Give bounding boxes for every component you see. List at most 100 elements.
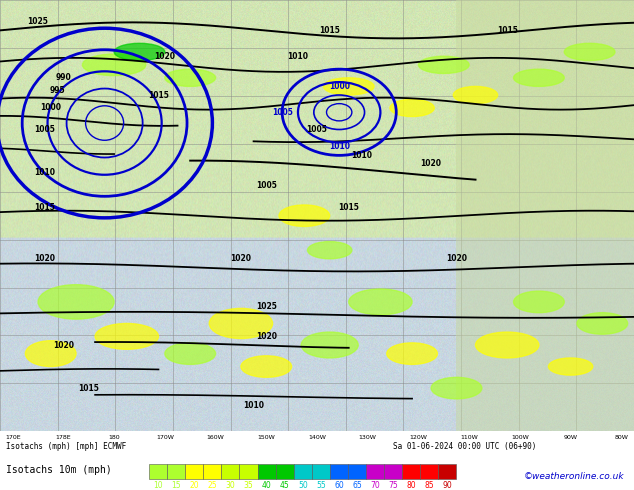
Bar bbox=[312, 465, 330, 479]
Ellipse shape bbox=[38, 285, 114, 319]
Text: 30: 30 bbox=[226, 481, 235, 490]
Bar bbox=[204, 465, 221, 479]
Text: 1005: 1005 bbox=[34, 125, 55, 134]
Ellipse shape bbox=[418, 56, 469, 74]
Text: 1010: 1010 bbox=[243, 401, 264, 410]
Text: Sa 01-06-2024 00:00 UTC (06+90): Sa 01-06-2024 00:00 UTC (06+90) bbox=[393, 442, 536, 451]
Text: 1015: 1015 bbox=[79, 384, 99, 392]
Bar bbox=[366, 465, 384, 479]
Ellipse shape bbox=[165, 343, 216, 365]
Bar bbox=[402, 465, 420, 479]
Bar bbox=[167, 465, 185, 479]
Text: 1005: 1005 bbox=[272, 108, 292, 117]
Text: 1020: 1020 bbox=[34, 254, 55, 263]
Ellipse shape bbox=[25, 341, 76, 367]
Text: 1015: 1015 bbox=[148, 91, 169, 99]
Ellipse shape bbox=[577, 313, 628, 334]
Text: 35: 35 bbox=[243, 481, 254, 490]
Text: 1015: 1015 bbox=[339, 202, 359, 212]
Text: 1025: 1025 bbox=[256, 302, 276, 311]
Text: 40: 40 bbox=[262, 481, 271, 490]
Text: ©weatheronline.co.uk: ©weatheronline.co.uk bbox=[524, 472, 624, 481]
Ellipse shape bbox=[431, 377, 482, 399]
Text: 1020: 1020 bbox=[446, 254, 467, 263]
Bar bbox=[240, 465, 257, 479]
Ellipse shape bbox=[476, 332, 539, 358]
Text: 110W: 110W bbox=[460, 435, 478, 440]
Text: 70: 70 bbox=[370, 481, 380, 490]
Ellipse shape bbox=[241, 356, 292, 377]
Text: 130W: 130W bbox=[359, 435, 377, 440]
Text: 85: 85 bbox=[425, 481, 434, 490]
Bar bbox=[221, 465, 240, 479]
Text: Isotachs (mph) [mph] ECMWF: Isotachs (mph) [mph] ECMWF bbox=[6, 442, 127, 451]
Text: 990: 990 bbox=[56, 74, 71, 82]
Text: 100W: 100W bbox=[511, 435, 529, 440]
Ellipse shape bbox=[390, 99, 434, 117]
Text: 180: 180 bbox=[108, 435, 120, 440]
Bar bbox=[384, 465, 402, 479]
Text: 120W: 120W bbox=[410, 435, 427, 440]
Text: 1025: 1025 bbox=[28, 17, 48, 26]
Text: 45: 45 bbox=[280, 481, 290, 490]
Bar bbox=[420, 465, 438, 479]
Text: 140W: 140W bbox=[308, 435, 326, 440]
Text: 1020: 1020 bbox=[53, 341, 74, 349]
Text: 170W: 170W bbox=[156, 435, 174, 440]
Text: 1015: 1015 bbox=[320, 26, 340, 35]
Text: 10: 10 bbox=[153, 481, 163, 490]
Text: 90W: 90W bbox=[564, 435, 578, 440]
Text: 1010: 1010 bbox=[328, 142, 350, 151]
Bar bbox=[456, 0, 634, 431]
Ellipse shape bbox=[323, 78, 374, 95]
Ellipse shape bbox=[279, 205, 330, 226]
Ellipse shape bbox=[301, 332, 358, 358]
Text: 1005: 1005 bbox=[256, 181, 276, 190]
Ellipse shape bbox=[165, 69, 216, 86]
Text: 995: 995 bbox=[49, 86, 65, 95]
Text: 170E: 170E bbox=[5, 435, 20, 440]
Bar bbox=[348, 465, 366, 479]
Ellipse shape bbox=[209, 308, 273, 339]
Text: 1000: 1000 bbox=[328, 82, 350, 91]
Text: 15: 15 bbox=[171, 481, 181, 490]
Bar bbox=[257, 465, 276, 479]
Ellipse shape bbox=[564, 43, 615, 61]
Text: 1005: 1005 bbox=[307, 125, 327, 134]
Text: 160W: 160W bbox=[207, 435, 224, 440]
Text: 1020: 1020 bbox=[154, 52, 176, 61]
Text: Isotachs 10m (mph): Isotachs 10m (mph) bbox=[6, 465, 112, 475]
Ellipse shape bbox=[114, 43, 165, 61]
Text: 1020: 1020 bbox=[256, 332, 277, 341]
Text: 1020: 1020 bbox=[420, 159, 442, 169]
Ellipse shape bbox=[514, 69, 564, 86]
Bar bbox=[149, 465, 167, 479]
Text: 178E: 178E bbox=[56, 435, 71, 440]
Ellipse shape bbox=[307, 242, 352, 259]
Text: 75: 75 bbox=[388, 481, 398, 490]
Ellipse shape bbox=[453, 86, 498, 104]
Ellipse shape bbox=[82, 54, 146, 75]
Text: 50: 50 bbox=[298, 481, 307, 490]
Text: 1015: 1015 bbox=[34, 202, 55, 212]
Text: 20: 20 bbox=[190, 481, 199, 490]
Text: 55: 55 bbox=[316, 481, 326, 490]
Ellipse shape bbox=[387, 343, 437, 365]
Ellipse shape bbox=[548, 358, 593, 375]
Text: 1010: 1010 bbox=[287, 52, 309, 61]
Text: 1020: 1020 bbox=[230, 254, 252, 263]
Text: 65: 65 bbox=[352, 481, 362, 490]
Bar bbox=[438, 465, 456, 479]
Text: 60: 60 bbox=[334, 481, 344, 490]
Text: 1000: 1000 bbox=[40, 103, 61, 112]
Bar bbox=[330, 465, 348, 479]
Bar bbox=[294, 465, 312, 479]
Text: 150W: 150W bbox=[257, 435, 275, 440]
Bar bbox=[185, 465, 204, 479]
Text: 80W: 80W bbox=[614, 435, 628, 440]
Text: 90: 90 bbox=[443, 481, 452, 490]
Ellipse shape bbox=[349, 289, 412, 315]
Text: 25: 25 bbox=[207, 481, 217, 490]
Text: 80: 80 bbox=[406, 481, 416, 490]
Text: 1010: 1010 bbox=[351, 151, 372, 160]
